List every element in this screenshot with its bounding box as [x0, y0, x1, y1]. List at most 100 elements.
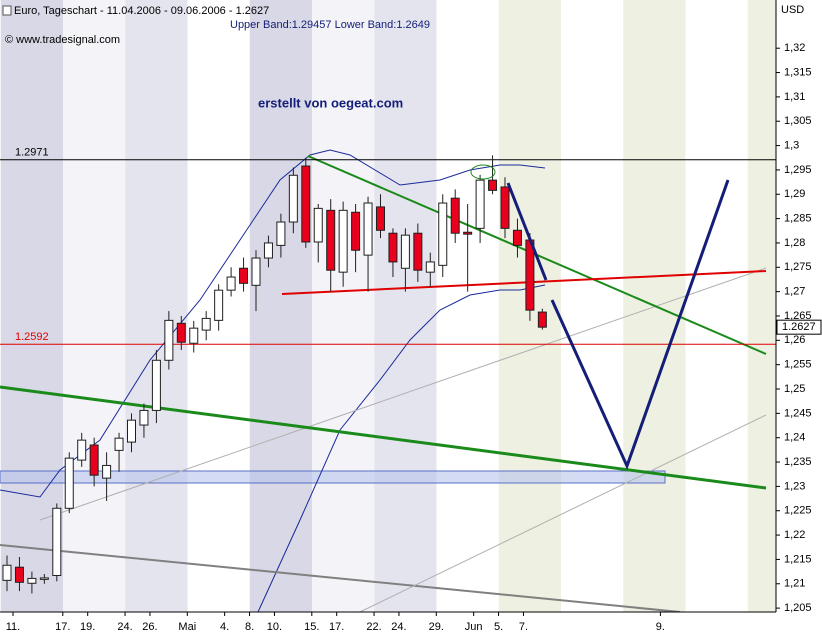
y-tick-label: 1,295 — [784, 164, 812, 176]
candle-body — [2, 564, 12, 581]
y-tick-label: 1,28 — [784, 237, 805, 249]
x-tick-label: 29. — [429, 621, 444, 633]
candle-body — [475, 179, 485, 229]
candle-body — [512, 229, 522, 246]
x-tick-label: 17. — [55, 621, 70, 633]
candle-body — [400, 234, 410, 269]
candle-body — [488, 179, 498, 191]
lower-band — [257, 284, 546, 613]
y-tick-label: 1,25 — [784, 383, 805, 395]
candle-body — [226, 276, 236, 291]
y-tick-label: 1,3 — [784, 139, 799, 151]
y-tick-label: 1,315 — [784, 66, 812, 78]
forecast-line — [506, 182, 548, 281]
x-tick-label: 11. — [6, 621, 20, 633]
week-stripe — [63, 0, 126, 612]
x-tick-label: 24. — [117, 621, 132, 633]
candle-body — [363, 202, 373, 256]
last-price-box — [776, 319, 822, 335]
y-tick-label: 1,225 — [784, 505, 812, 517]
y-tick-label: 1,305 — [784, 115, 812, 127]
axes: 1,205 1,21 1,215 1,22 1,225 1,23 1,235 1,24 1,24… — [6, 42, 822, 633]
author: erstellt von oegeat.com — [258, 95, 403, 110]
x-tick-label: 4. — [220, 621, 229, 633]
y-tick-label: 1,31 — [784, 91, 805, 103]
y-tick-label: 1,29 — [784, 188, 805, 200]
trend-line-green — [0, 385, 767, 490]
trend-line-red — [281, 270, 767, 295]
x-tick-label: 15. — [304, 621, 319, 633]
candle-body — [102, 464, 112, 479]
x-tick-label: 24. — [391, 621, 406, 633]
candle-body — [139, 409, 149, 426]
x-tick-label: 5. — [494, 621, 503, 633]
candle-body — [537, 311, 547, 328]
reference-label: 1.2971 — [15, 147, 49, 159]
candle-body — [239, 267, 249, 284]
x-tick-label: 9. — [656, 621, 665, 633]
candle-body — [39, 577, 49, 580]
x-tick-label: 19. — [80, 621, 95, 633]
week-stripe — [685, 0, 748, 612]
candle-body — [201, 317, 211, 331]
y-tick-label: 1,285 — [784, 213, 812, 225]
candle-body — [413, 232, 423, 271]
candle-body — [388, 232, 398, 263]
candle-body — [164, 319, 174, 361]
y-tick-label: 1,26 — [784, 334, 805, 346]
candle-body — [425, 261, 435, 273]
candle-body — [301, 165, 311, 243]
candle-body — [64, 457, 74, 509]
candle-body — [376, 206, 385, 231]
trend-line-gray — [0, 544, 681, 613]
last-price-label: 1.2627 — [782, 321, 816, 333]
candle-body — [52, 507, 62, 576]
chart-title: Euro, Tageschart - 11.04.2006 - 09.06.20… — [14, 5, 269, 17]
x-tick-label: 10. — [267, 621, 282, 633]
candle-body — [14, 566, 24, 583]
x-tick-label: 22. — [366, 621, 381, 633]
y-tick-label: 1,24 — [784, 432, 805, 444]
y-axis-label: USD — [781, 4, 804, 16]
candle-body — [263, 242, 273, 259]
y-tick-label: 1,205 — [784, 602, 812, 614]
candle-body — [77, 439, 87, 461]
week-stripe — [374, 0, 437, 612]
week-stripe — [125, 0, 188, 612]
trend-line-thin — [39, 267, 767, 521]
bands-label: Upper Band:1.29457 Lower Band:1.2649 — [230, 19, 430, 31]
upper-band — [0, 149, 546, 498]
candle-body — [288, 174, 298, 223]
x-tick-label: 17. — [329, 621, 344, 633]
highlight-ellipse — [470, 164, 496, 180]
week-stripe — [312, 0, 375, 612]
candle-body — [500, 186, 510, 229]
y-tick-label: 1,275 — [784, 261, 812, 273]
y-axis-area — [776, 0, 822, 634]
horizontal-lines: 1.2971 1.2592 — [0, 147, 776, 345]
week-stripe — [436, 0, 499, 612]
candle-body — [214, 289, 224, 321]
candle-body — [525, 239, 535, 311]
y-tick-label: 1,27 — [784, 286, 805, 298]
x-axis-area — [0, 612, 776, 634]
support-zone — [0, 470, 666, 484]
week-stripe — [561, 0, 624, 612]
reference-label: 1.2592 — [15, 331, 49, 343]
candle-body — [450, 197, 460, 234]
icon — [2, 5, 12, 16]
candle-body — [326, 209, 336, 271]
week-stripe — [747, 0, 776, 612]
candle-body — [27, 577, 37, 584]
forecast-line — [550, 179, 730, 471]
x-tick-label: 26. — [142, 621, 157, 633]
candle-body — [438, 202, 448, 266]
y-tick-label: 1,32 — [784, 42, 805, 54]
candle-body — [313, 207, 323, 243]
y-tick-label: 1,265 — [784, 310, 812, 322]
y-tick-label: 1,235 — [784, 456, 812, 468]
week-stripe — [249, 0, 313, 612]
candle-body — [127, 419, 136, 443]
